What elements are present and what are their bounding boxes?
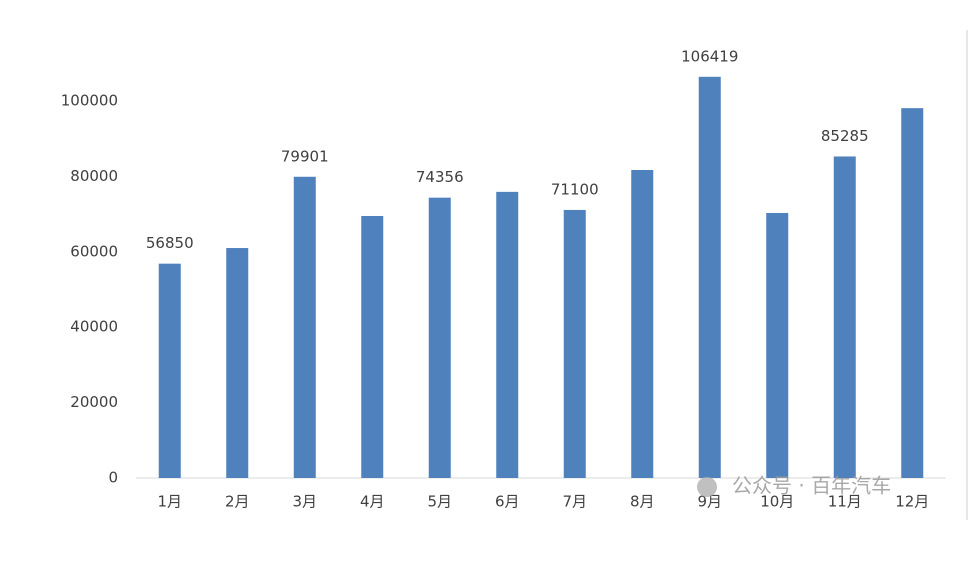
bar <box>226 248 249 478</box>
data-label: 56850 <box>146 234 194 252</box>
bar <box>428 197 451 478</box>
y-tick-label: 20000 <box>70 393 118 411</box>
y-tick-label: 60000 <box>70 242 118 260</box>
data-label: 106419 <box>681 47 738 65</box>
x-tick-label: 3月 <box>292 493 317 511</box>
watermark-icon <box>697 477 717 497</box>
bar <box>631 169 654 478</box>
watermark: 公众号 · 百年汽车 <box>732 474 891 498</box>
data-label: 71100 <box>551 180 599 198</box>
bar <box>361 215 384 479</box>
bar <box>833 156 856 478</box>
x-tick-label: 11月 <box>828 493 862 511</box>
bar <box>158 263 181 478</box>
y-tick-label: 80000 <box>70 167 118 185</box>
x-tick-label: 6月 <box>495 493 520 511</box>
y-tick-label: 100000 <box>61 92 118 110</box>
x-tick-label: 9月 <box>697 493 722 511</box>
bar <box>496 191 519 478</box>
x-tick-label: 10月 <box>760 493 794 511</box>
x-tick-label: 5月 <box>427 493 452 511</box>
y-tick-label: 0 <box>108 469 118 487</box>
data-label: 74356 <box>416 168 464 186</box>
y-tick-label: 40000 <box>70 318 118 336</box>
data-label: 85285 <box>821 127 869 145</box>
bar <box>293 176 316 478</box>
bar <box>766 212 789 478</box>
data-label: 79901 <box>281 147 329 165</box>
bar <box>563 209 586 478</box>
x-tick-label: 7月 <box>562 493 587 511</box>
x-tick-label: 1月 <box>157 493 182 511</box>
x-tick-label: 2月 <box>225 493 250 511</box>
bar <box>901 108 924 479</box>
x-tick-label: 12月 <box>895 493 929 511</box>
x-tick-label: 8月 <box>630 493 655 511</box>
x-tick-label: 4月 <box>360 493 385 511</box>
bar <box>698 76 721 479</box>
